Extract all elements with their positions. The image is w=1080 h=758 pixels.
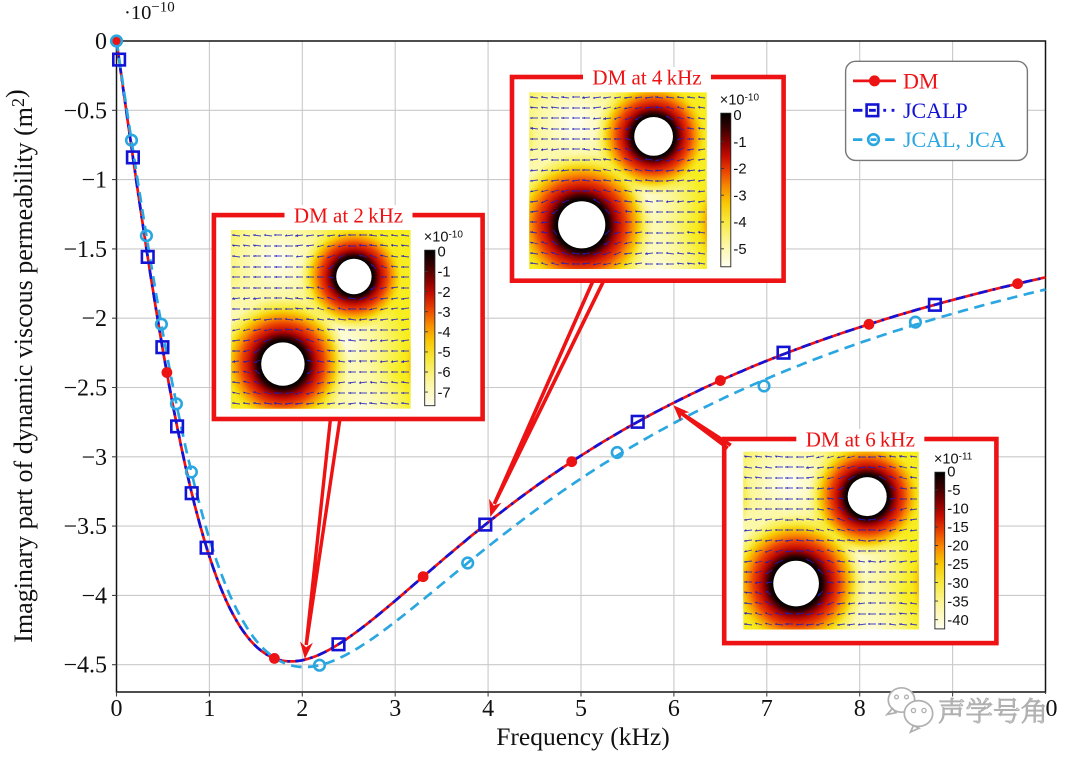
svg-text:−0.5: −0.5	[63, 98, 107, 124]
svg-text:0: 0	[438, 245, 446, 261]
svg-text:-1: -1	[438, 265, 451, 281]
svg-text:4: 4	[482, 696, 494, 722]
svg-text:-3: -3	[733, 188, 746, 204]
svg-text:DM at 2 kHz: DM at 2 kHz	[294, 204, 403, 228]
svg-text:-40: -40	[947, 613, 968, 629]
svg-text:-6: -6	[438, 365, 451, 381]
svg-text:0: 0	[95, 29, 107, 55]
svg-text:-5: -5	[947, 483, 960, 499]
svg-text:−4.5: −4.5	[63, 653, 107, 679]
svg-text:-25: -25	[947, 557, 968, 573]
svg-text:-5: -5	[733, 242, 746, 258]
svg-text:−1: −1	[81, 168, 107, 194]
svg-text:8: 8	[854, 696, 866, 722]
svg-text:−2: −2	[81, 306, 107, 332]
svg-text:-35: -35	[947, 594, 968, 610]
svg-text:−2.5: −2.5	[63, 376, 107, 402]
svg-text:-4: -4	[438, 325, 451, 341]
svg-text:0: 0	[947, 465, 955, 481]
svg-text:-4: -4	[733, 215, 746, 231]
svg-text:5: 5	[575, 696, 587, 722]
svg-text:2: 2	[296, 696, 308, 722]
svg-text:0: 0	[733, 108, 741, 124]
svg-text:-3: -3	[438, 305, 451, 321]
svg-text:Frequency (kHz): Frequency (kHz)	[496, 722, 669, 751]
svg-text:−3.5: −3.5	[63, 514, 107, 540]
svg-text:-5: -5	[438, 345, 451, 361]
svg-text:-7: -7	[438, 385, 451, 401]
svg-text:DM at 6 kHz: DM at 6 kHz	[806, 428, 915, 452]
svg-text:JCALP: JCALP	[903, 98, 968, 123]
svg-text:7: 7	[761, 696, 773, 722]
svg-text:1: 1	[203, 696, 215, 722]
svg-text:3: 3	[389, 696, 401, 722]
svg-text:JCAL, JCA: JCAL, JCA	[903, 127, 1006, 152]
svg-text:6: 6	[668, 696, 680, 722]
svg-text:-30: -30	[947, 576, 968, 592]
svg-text:0: 0	[111, 696, 123, 722]
svg-text:−1.5: −1.5	[63, 237, 107, 263]
svg-text:-2: -2	[438, 285, 451, 301]
svg-text:−4: −4	[81, 583, 107, 609]
svg-text:-2: -2	[733, 162, 746, 178]
svg-text:−3: −3	[81, 445, 107, 471]
svg-text:-10: -10	[947, 502, 968, 518]
svg-text:DM: DM	[903, 69, 938, 94]
svg-text:DM at 4 kHz: DM at 4 kHz	[592, 66, 701, 90]
svg-text:-1: -1	[733, 135, 746, 151]
svg-text:-20: -20	[947, 539, 968, 555]
svg-text:-15: -15	[947, 520, 968, 536]
